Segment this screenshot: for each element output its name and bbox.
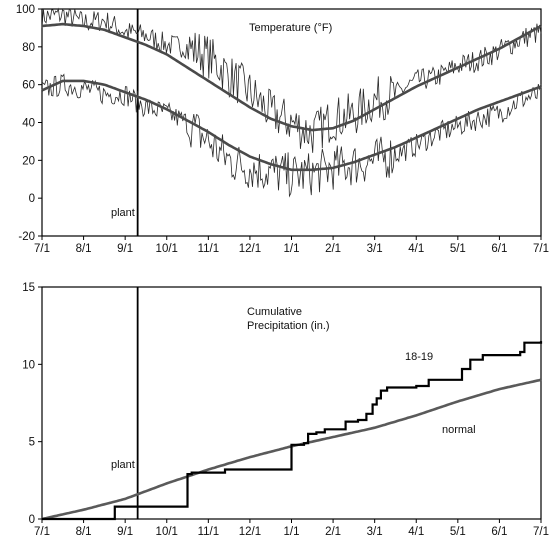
x-tick-label: 11/1: [198, 526, 220, 538]
x-tick-label: 1/1: [284, 243, 300, 255]
x-tick-label: 11/1: [198, 243, 220, 255]
x-tick-label: 12/1: [239, 243, 261, 255]
normal-series-label: normal: [442, 424, 476, 436]
x-tick-label: 1/1: [284, 526, 300, 538]
x-tick-label: 10/1: [156, 243, 178, 255]
y-tick-label: 15: [22, 282, 35, 294]
x-tick-label: 7/1: [34, 243, 50, 255]
y-tick-label: 40: [22, 118, 35, 130]
y-tick-label: 60: [22, 80, 35, 92]
x-tick-label: 2/1: [325, 243, 341, 255]
precipitation-panel: 7/1 8/1 9/1 10/1 11/1 12/1 1/1 2/1 3/1 4/1 5/1 6/1 7…: [22, 282, 549, 538]
daily-low-line: [41, 73, 542, 198]
y-tick-label: 0: [29, 193, 35, 205]
y-tick-label: 10: [22, 359, 35, 371]
y-tick-label: 0: [29, 514, 35, 526]
x-tick-label: 8/1: [76, 243, 92, 255]
x-tick-label: 8/1: [76, 526, 92, 538]
x-tick-label: 7/1: [533, 243, 549, 255]
temperature-title: Temperature (°F): [249, 22, 332, 34]
y-tick-label: 20: [22, 155, 35, 167]
x-tick-label: 3/1: [367, 526, 383, 538]
x-tick-label: 12/1: [239, 526, 261, 538]
x-tick-label: 9/1: [117, 243, 133, 255]
normal-high-line: [41, 22, 542, 132]
x-tick-label: 7/1: [533, 526, 549, 538]
season-precip-line: [42, 341, 543, 521]
y-tick-label: 5: [29, 437, 35, 449]
x-tick-label: 3/1: [367, 243, 383, 255]
x-tick-label: 10/1: [156, 526, 178, 538]
x-tick-label: 4/1: [408, 243, 424, 255]
x-tick-label: 4/1: [408, 526, 424, 538]
y-tick-label: 80: [22, 42, 35, 54]
x-tick-label: 2/1: [325, 526, 341, 538]
season-series-label: 18-19: [405, 351, 433, 363]
x-tick-label: 6/1: [491, 243, 507, 255]
plot-frame: [41, 8, 542, 237]
y-tick-label: -20: [18, 231, 35, 243]
plant-label: plant: [111, 459, 135, 471]
x-tick-label: 5/1: [450, 526, 466, 538]
plant-label: plant: [111, 207, 135, 219]
x-tick-label: 6/1: [491, 526, 507, 538]
y-tick-label: 100: [16, 4, 35, 16]
x-tick-label: 5/1: [450, 243, 466, 255]
temperature-panel: 7/1 8/1 9/1 10/1 11/1 12/1 1/1 2/1 3/1 4/1 5/1 6/1 7…: [16, 4, 549, 255]
precipitation-title: Cumulative Precipitation (in.): [247, 306, 330, 332]
normal-low-line: [41, 79, 542, 172]
x-tick-label: 7/1: [34, 526, 50, 538]
x-tick-label: 9/1: [117, 526, 133, 538]
